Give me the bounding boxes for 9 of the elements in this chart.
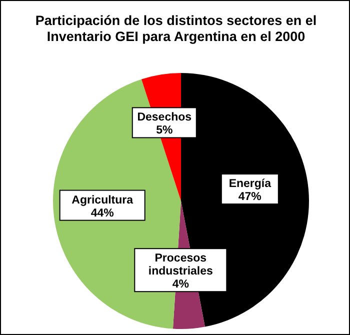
slice-label: Procesos industriales (148, 252, 213, 278)
data-label: 5% (156, 124, 173, 137)
slice-label: Energía (228, 178, 272, 190)
data-label: 44% (90, 207, 114, 220)
data-label: 47% (238, 191, 262, 204)
data-label: 4% (172, 278, 189, 291)
chart-title: Participación de los distintos sectores en el Inventario GEI para Argentina en el 2000 (34, 13, 318, 45)
slice-label: Agricultura (72, 194, 134, 206)
slice-label: Desechos (137, 112, 192, 124)
